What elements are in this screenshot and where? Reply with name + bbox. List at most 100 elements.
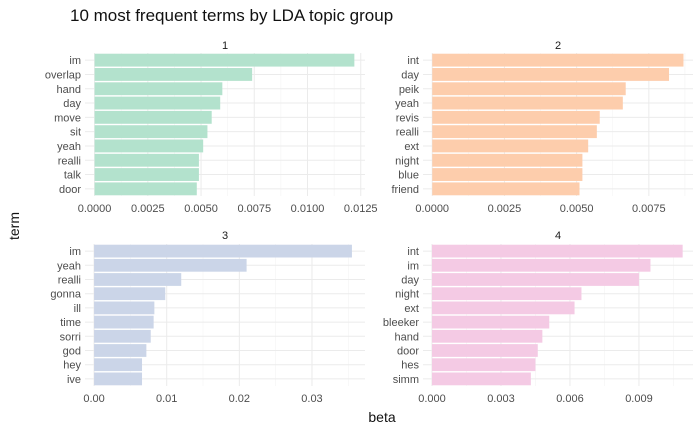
facet-panel-4: int im day night ext bleeker hand door hes simm 0.… [383,230,693,405]
y-tick-label: im [69,246,81,258]
x-tick-label: 0.01 [156,393,177,405]
y-tick-label: ill [74,303,81,315]
x-tick-label: 0.006 [556,393,584,405]
bar-ive [94,372,143,386]
y-tick-label: im [69,55,81,67]
y-tick-label: simm [393,374,419,386]
y-tick-label: hey [63,360,81,372]
bar-revis [432,110,600,124]
bar-realli [94,153,199,167]
facet-strip-label: 4 [555,230,561,242]
y-tick-label: ive [67,374,81,386]
bar-night [431,287,582,301]
bar-sit [94,125,208,139]
x-tick-label: 0.009 [625,393,653,405]
y-tick-label: hand [395,331,419,343]
bar-yeah [432,96,623,110]
facet-panel-2: int day peik yeah revis realli ext night blue fri… [391,40,693,215]
bar-yeah [94,258,247,272]
y-tick-label: yeah [395,98,419,110]
y-tick-label: im [407,260,419,272]
y-tick-label: realli [58,155,81,167]
y-tick-label: hand [57,84,81,96]
y-tick-label: bleeker [383,317,419,329]
x-tick-label: 0.0075 [632,203,666,215]
bar-time [94,315,154,329]
bar-day [431,273,639,286]
y-tick-label: gonna [50,289,81,301]
bar-im [94,53,355,67]
facet-strip-label: 3 [222,230,228,242]
bar-door [94,182,197,196]
y-tick-label: int [407,55,419,67]
bar-gonna [94,287,166,301]
x-tick-label: 0.0025 [488,203,522,215]
y-tick-label: yeah [57,141,81,153]
bar-overlap [94,68,253,81]
facet-panel-1: im overlap hand day move sit yeah realli talk doo… [45,40,378,215]
x-tick-label: 0.003 [487,393,515,405]
bar-int [431,244,683,258]
bar-ill [94,301,155,315]
y-tick-label: day [63,98,81,110]
y-tick-label: hes [401,360,419,372]
facet-panel-3: imyeahrealligonnailltimesorrigodheyive0.… [50,230,365,405]
x-tick-label: 0.03 [301,393,322,405]
y-tick-label: night [395,289,419,301]
y-tick-label: door [59,184,81,196]
y-tick-label: blue [398,170,419,182]
x-tick-label: 0.0000 [78,203,112,215]
y-tick-label: friend [391,184,419,196]
y-tick-label: realli [58,275,81,287]
bar-peik [432,82,626,96]
y-tick-label: god [63,346,81,358]
x-tick-label: 0.0050 [560,203,594,215]
bar-sorri [94,329,151,343]
x-tick-label: 0.0100 [291,203,325,215]
bar-yeah [94,139,204,153]
bar-day [432,68,670,81]
x-tick-label: 0.02 [229,393,250,405]
facet-strip-label: 2 [555,40,561,52]
chart-title: 10 most frequent terms by LDA topic grou… [70,6,393,25]
y-tick-label: realli [396,127,419,139]
bar-int [432,53,684,67]
x-tick-label: 0.0125 [344,203,378,215]
bar-night [432,153,583,167]
bar-realli [432,125,597,139]
bar-realli [94,273,182,286]
bar-hes [431,358,536,372]
x-tick-label: 0.0025 [131,203,165,215]
x-tick-label: 0.0075 [237,203,271,215]
bar-door [431,344,538,357]
y-tick-label: night [395,155,419,167]
bar-god [94,344,147,357]
x-tick-label: 0.00 [83,393,104,405]
x-axis-title: beta [368,409,395,425]
bar-friend [432,182,580,196]
bar-simm [431,372,531,386]
y-tick-label: move [54,112,81,124]
bar-talk [94,168,199,181]
bar-blue [432,168,583,181]
facet-strip-label: 1 [222,40,228,52]
bar-hand [94,82,223,96]
bar-im [94,244,352,258]
y-tick-label: day [401,69,419,81]
facet-panels: im overlap hand day move sit yeah realli talk doo… [45,40,693,405]
x-tick-label: 0.0050 [184,203,218,215]
bar-move [94,110,212,124]
bar-ext [431,301,575,315]
y-tick-label: sorri [60,331,81,343]
x-tick-label: 0.0000 [415,203,449,215]
y-tick-label: yeah [57,260,81,272]
bar-im [431,258,651,272]
y-tick-label: revis [396,112,420,124]
x-tick-label: 0.000 [418,393,446,405]
y-tick-label: door [397,346,419,358]
y-tick-label: int [407,246,419,258]
y-tick-label: overlap [45,69,81,81]
bar-ext [432,139,589,153]
